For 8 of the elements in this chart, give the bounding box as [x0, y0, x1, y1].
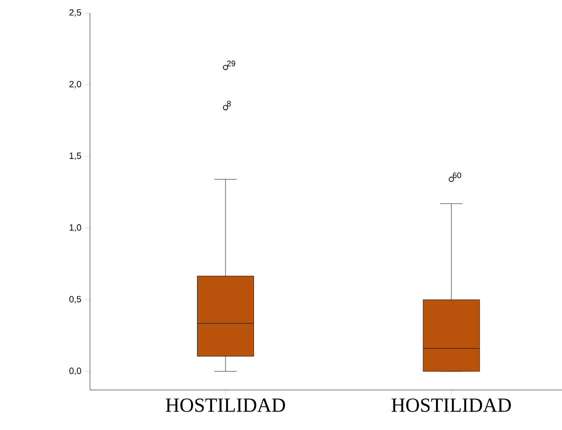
x-tick-label: HOSTILIDAD [166, 398, 286, 412]
x-tick-label: HOSTILIDAD [392, 398, 511, 412]
y-tick-label: 1,0 [70, 224, 82, 232]
y-tick-label: 2,5 [69, 9, 82, 17]
y-tick-label: 0,0 [69, 368, 82, 376]
y-tick-label: 1,5 [70, 152, 82, 160]
y-tick-label: 2,0 [69, 80, 82, 88]
y-tick-label: 0,5 [69, 296, 82, 304]
